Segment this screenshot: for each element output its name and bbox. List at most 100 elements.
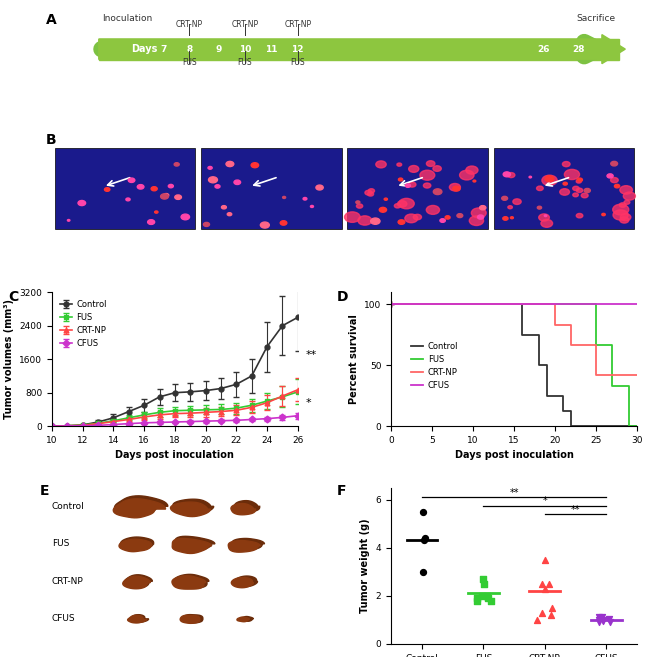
Line: Control: Control xyxy=(391,304,637,426)
Circle shape xyxy=(576,179,581,183)
Circle shape xyxy=(564,170,580,179)
Text: 26: 26 xyxy=(537,45,550,54)
Circle shape xyxy=(542,175,557,185)
Circle shape xyxy=(105,188,110,191)
Text: 12: 12 xyxy=(291,45,304,54)
Circle shape xyxy=(478,215,484,219)
Circle shape xyxy=(78,200,86,206)
Circle shape xyxy=(613,210,628,220)
Circle shape xyxy=(508,173,515,177)
Circle shape xyxy=(473,180,476,182)
Circle shape xyxy=(544,215,547,217)
Circle shape xyxy=(502,196,508,200)
Text: B: B xyxy=(46,133,57,147)
Polygon shape xyxy=(235,501,260,512)
Line: CRT-NP: CRT-NP xyxy=(391,304,637,375)
Point xyxy=(472,593,482,603)
Circle shape xyxy=(406,184,410,187)
Polygon shape xyxy=(180,615,200,623)
Text: D: D xyxy=(337,290,348,304)
Text: FUS: FUS xyxy=(182,58,197,66)
Circle shape xyxy=(398,220,405,224)
FUS xyxy=(608,382,616,390)
Circle shape xyxy=(581,193,588,198)
Polygon shape xyxy=(120,537,153,550)
Circle shape xyxy=(161,194,168,199)
Circle shape xyxy=(398,201,407,207)
Circle shape xyxy=(174,163,179,166)
Polygon shape xyxy=(231,578,254,588)
Circle shape xyxy=(398,178,403,181)
Polygon shape xyxy=(228,541,260,552)
Circle shape xyxy=(376,161,386,168)
Polygon shape xyxy=(172,539,212,553)
Polygon shape xyxy=(231,503,255,515)
Circle shape xyxy=(370,218,380,224)
Circle shape xyxy=(471,208,486,218)
Point xyxy=(540,555,551,565)
Text: F: F xyxy=(337,484,346,499)
Point xyxy=(597,612,607,623)
Circle shape xyxy=(538,206,541,209)
Circle shape xyxy=(405,214,418,223)
Circle shape xyxy=(611,162,618,166)
Text: CRT-NP: CRT-NP xyxy=(52,577,84,586)
Text: Days: Days xyxy=(131,44,157,54)
Circle shape xyxy=(508,206,512,209)
Circle shape xyxy=(226,162,234,167)
Polygon shape xyxy=(172,576,206,589)
Control xyxy=(567,422,575,430)
CRT-NP xyxy=(633,371,641,379)
Circle shape xyxy=(457,214,463,217)
Text: CRT-NP: CRT-NP xyxy=(284,20,311,29)
Circle shape xyxy=(466,166,478,174)
Text: **: ** xyxy=(571,505,580,515)
Text: 8: 8 xyxy=(187,45,192,54)
Circle shape xyxy=(614,185,619,188)
Circle shape xyxy=(316,185,323,190)
Circle shape xyxy=(426,206,439,214)
Circle shape xyxy=(573,187,579,191)
Circle shape xyxy=(251,163,259,168)
Circle shape xyxy=(155,211,158,213)
Circle shape xyxy=(369,189,374,193)
Control xyxy=(584,422,592,430)
Point xyxy=(593,614,604,625)
Point xyxy=(417,566,428,577)
CRT-NP xyxy=(551,300,559,308)
Text: 28: 28 xyxy=(572,45,585,54)
Circle shape xyxy=(356,201,360,204)
Circle shape xyxy=(619,203,626,207)
Circle shape xyxy=(397,163,402,166)
Point xyxy=(540,583,551,594)
Control xyxy=(567,407,575,415)
Circle shape xyxy=(209,177,218,183)
Circle shape xyxy=(408,182,416,187)
CRT-NP xyxy=(592,371,600,379)
Circle shape xyxy=(409,166,419,172)
Polygon shape xyxy=(240,616,254,622)
Polygon shape xyxy=(127,615,147,623)
Point xyxy=(478,574,489,584)
Text: E: E xyxy=(40,484,49,499)
Circle shape xyxy=(624,200,630,204)
Circle shape xyxy=(445,215,450,219)
Point xyxy=(594,612,604,623)
Circle shape xyxy=(529,176,532,178)
Circle shape xyxy=(434,189,442,194)
FUS xyxy=(633,422,641,430)
Control xyxy=(584,422,592,430)
Circle shape xyxy=(367,192,374,196)
Polygon shape xyxy=(183,614,203,623)
Circle shape xyxy=(426,161,435,166)
Polygon shape xyxy=(174,574,209,588)
Control xyxy=(535,331,543,339)
Circle shape xyxy=(577,178,582,181)
Circle shape xyxy=(283,196,285,198)
Text: Control: Control xyxy=(52,502,84,511)
FUS xyxy=(608,340,616,348)
Legend: Control, FUS, CRT-NP, CFUS: Control, FUS, CRT-NP, CFUS xyxy=(56,296,110,351)
Circle shape xyxy=(503,172,510,177)
Text: *: * xyxy=(306,398,311,408)
Circle shape xyxy=(137,185,144,189)
